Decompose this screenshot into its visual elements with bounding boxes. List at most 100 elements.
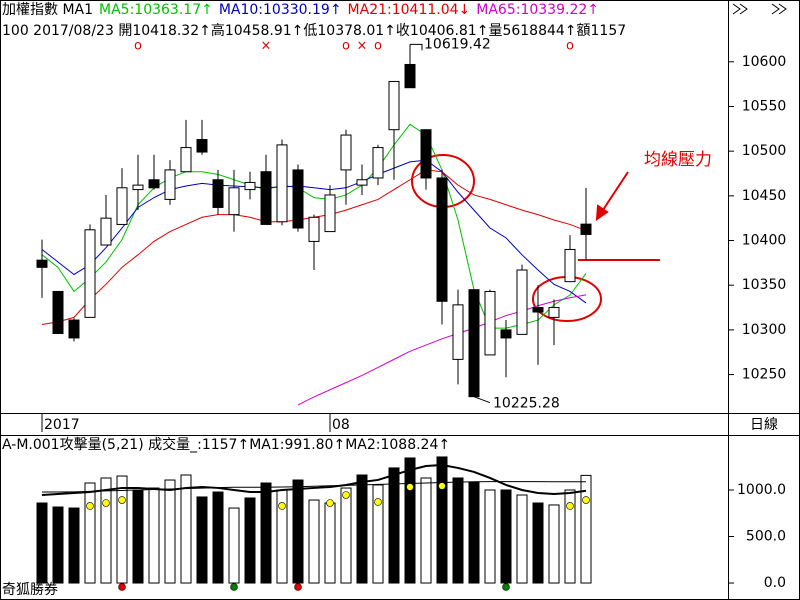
volume-bar — [116, 475, 128, 584]
scroll-end[interactable] — [771, 3, 787, 15]
price-plot — [36, 44, 592, 406]
y-tick-label: 10600 — [742, 54, 787, 70]
volume-bar — [180, 474, 192, 584]
highlight-ellipse — [532, 276, 602, 322]
volume-bar — [532, 502, 544, 584]
volume-bar — [388, 467, 400, 584]
signal-dot — [230, 583, 238, 591]
signal-marker: o — [374, 39, 382, 54]
leader-line — [410, 43, 423, 51]
candle-body — [228, 187, 240, 216]
info-line: 100 2017/08/23 開10418.32↑高10458.91↑低1037… — [2, 22, 626, 39]
volume-bar — [244, 497, 256, 584]
candle-body — [548, 307, 560, 318]
candle-body — [404, 63, 416, 89]
y-tick-label: 1000.0 — [737, 482, 786, 498]
legend-entry: MA21:10411.04↓ — [348, 2, 471, 18]
volume-bar — [580, 474, 592, 584]
volume-bar — [340, 487, 352, 584]
y-tick-label: 10450 — [742, 188, 787, 204]
volume-bar — [292, 479, 304, 584]
period-label: 日線 — [750, 417, 778, 433]
candle-body — [324, 194, 336, 233]
signal-dot — [326, 499, 334, 507]
signal-dot — [438, 482, 446, 490]
candle-body — [84, 229, 96, 318]
candle-body — [212, 179, 224, 208]
volume-bar — [84, 482, 96, 584]
candle-body — [260, 171, 272, 225]
volume-title: A-M.001攻擊量(5,21) 成交量_:1157↑MA1:991.80↑MA… — [2, 436, 450, 453]
scroll-icons[interactable] — [732, 3, 787, 15]
volume-bar — [404, 457, 416, 584]
chart-title: 加權指數 MA1 — [2, 2, 93, 18]
y-tick-label: 500.0 — [746, 529, 786, 545]
volume-bar — [36, 502, 48, 584]
candle-body — [100, 217, 112, 246]
brand: 奇狐勝券 — [2, 581, 58, 598]
candle-body — [372, 147, 384, 179]
title-line: 加權指數 MA1 MA5:10363.17↑ MA10:10330.19↑ MA21:… — [2, 2, 599, 18]
candle-body — [564, 248, 576, 283]
volume-bar — [260, 482, 272, 584]
y-tick-label: 10550 — [742, 98, 787, 114]
volume-bar — [516, 494, 528, 584]
volume-bar — [452, 477, 464, 584]
signal-dot — [582, 496, 590, 504]
candle-body — [340, 134, 352, 171]
signal-dot — [566, 502, 574, 510]
volume-bar — [100, 477, 112, 584]
candle-body — [388, 80, 400, 131]
signal-dot — [342, 491, 350, 499]
candle-body — [420, 129, 432, 179]
signal-marker: o — [134, 39, 142, 54]
signal-marker: × — [261, 39, 272, 54]
volume-bar — [468, 481, 480, 584]
volume-bar — [372, 484, 384, 584]
signal-dot — [278, 502, 286, 510]
candle-body — [276, 144, 288, 223]
legend-entry: MA5:10363.17↑ — [99, 2, 213, 18]
scroll-right[interactable] — [732, 3, 748, 15]
y-tick-label: 10500 — [742, 143, 787, 159]
y-tick-label: 0.0 — [764, 575, 786, 591]
volume-bar — [324, 502, 336, 584]
x-tick-label: 08 — [332, 417, 350, 433]
volume-bar — [484, 489, 496, 584]
candle-body — [116, 187, 128, 225]
signal-dot — [406, 483, 414, 491]
legend-entry: MA10:10330.19↑ — [219, 2, 342, 18]
volume-bar — [196, 496, 208, 584]
signal-dot — [502, 583, 510, 591]
volume-bar — [500, 489, 512, 584]
y-tick-label: 10300 — [742, 322, 787, 338]
volume-bar — [228, 507, 240, 584]
line-series — [41, 159, 587, 304]
header: 加權指數 MA1 MA5:10363.17↑ MA10:10330.19↑ MA21:… — [2, 2, 626, 39]
line-series — [41, 463, 587, 497]
volume-bar — [548, 504, 560, 584]
candle-body — [292, 169, 304, 229]
candle-body — [452, 304, 464, 360]
volume-bar — [564, 489, 576, 584]
leader-line — [473, 396, 491, 404]
low-label: 10225.28 — [493, 396, 560, 412]
candle-body — [68, 319, 80, 339]
volume-bar — [356, 474, 368, 584]
candle-body — [436, 177, 448, 302]
signal-marker: × — [357, 39, 368, 54]
candle-body — [244, 181, 256, 191]
signal-dot — [86, 502, 94, 510]
candle-body — [580, 223, 592, 235]
volume-bar — [68, 507, 80, 584]
candle-body — [308, 216, 320, 242]
x-tick-label: 2017 — [44, 417, 80, 433]
candle-body — [52, 290, 64, 334]
y-tick-label: 10250 — [742, 367, 787, 383]
volume-bar — [420, 477, 432, 584]
signal-marker: o — [566, 39, 574, 54]
annotation-text: 均線壓力 — [644, 150, 712, 170]
candle-body — [36, 259, 48, 268]
signal-dot — [118, 496, 126, 504]
